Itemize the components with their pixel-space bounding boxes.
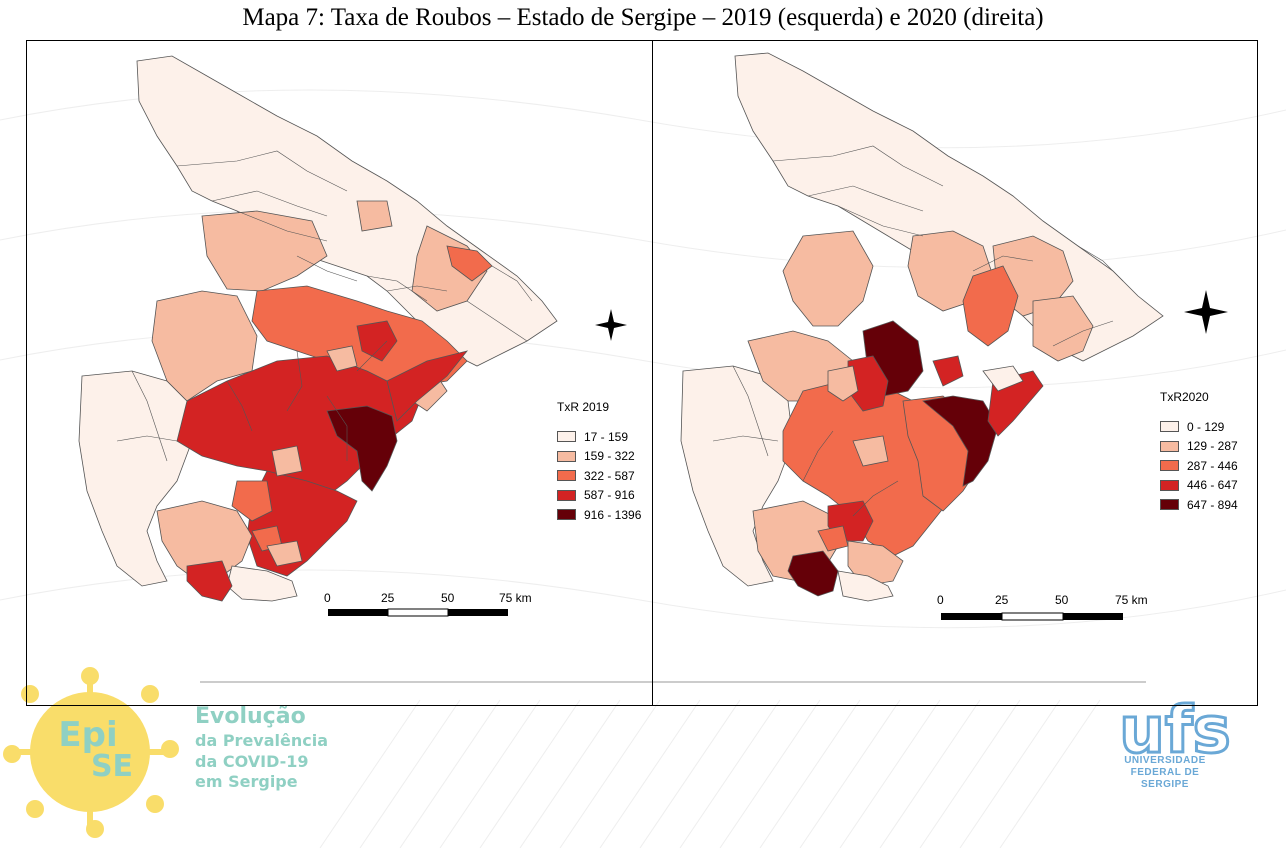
- legend-label: 916 - 1396: [584, 507, 642, 522]
- scale-bar: [328, 608, 508, 617]
- legend-swatch: [1160, 499, 1179, 511]
- map-sergipe-2019: [78, 55, 627, 617]
- scale-bar: [941, 612, 1123, 621]
- region-small-orange: [326, 345, 358, 372]
- legend-label: 647 - 894: [1187, 497, 1238, 512]
- episse-logo-mark: Epi SE: [3, 667, 179, 838]
- legend-title: TxR 2019: [557, 400, 610, 414]
- legend-item: 916 - 1396: [557, 505, 641, 525]
- region-north: [734, 52, 1164, 362]
- region-south-dark: [787, 550, 839, 597]
- legend-title: TxR2020: [1160, 390, 1209, 404]
- legend-swatch: [557, 431, 576, 443]
- episse-mark-line1: Epi: [58, 715, 117, 755]
- legend-item: 587 - 916: [557, 486, 641, 506]
- region-south-red2: [186, 560, 233, 602]
- scale-label-75: 75 km: [1115, 593, 1148, 607]
- scale-label-75: 75 km: [499, 591, 532, 605]
- region-ne-red: [962, 265, 1019, 347]
- scale-label-25: 25: [381, 591, 395, 605]
- legend-item: 0 - 129: [1160, 417, 1238, 437]
- scale-label-25: 25: [995, 593, 1009, 607]
- legend-label: 17 - 159: [584, 429, 629, 444]
- episse-text-line3: da COVID-19: [195, 752, 309, 771]
- region-coast-light: [982, 365, 1024, 392]
- ufs-text-line2: FEDERAL DE: [1130, 767, 1200, 778]
- legend-item: 647 - 894: [1160, 495, 1238, 515]
- legend-label: 159 - 322: [584, 449, 635, 464]
- region-light-center: [271, 445, 303, 477]
- legend-label: 287 - 446: [1187, 458, 1238, 473]
- region-central-red2: [356, 320, 398, 362]
- legend-item: 159 - 322: [557, 447, 641, 467]
- legend-swatch: [1160, 421, 1179, 433]
- region-coast-red: [386, 350, 469, 422]
- region-light-center: [852, 435, 889, 467]
- legend-swatch: [557, 470, 576, 482]
- episse-text-line2: da Prevalência: [195, 731, 329, 750]
- region-nw: [201, 210, 328, 292]
- region-south-orange4: [266, 540, 303, 567]
- region-ne-red: [446, 245, 493, 282]
- legend-2020: TxR2020 0 - 129 129 - 287 287 - 446 446 …: [1160, 390, 1238, 515]
- legend-label: 446 - 647: [1187, 478, 1238, 493]
- map-sergipe-2020: [680, 52, 1228, 621]
- region-ne-orange2: [356, 200, 393, 232]
- north-arrow-icon: [1184, 290, 1228, 334]
- page-title: Mapa 7: Taxa de Roubos – Estado de Sergi…: [242, 4, 1044, 31]
- map-panel-2020: 0 25 50 75 km TxR2020 0 - 129 129 - 287 …: [652, 40, 1258, 706]
- region-south-orange2: [231, 480, 273, 522]
- legend-label: 0 - 129: [1187, 419, 1225, 434]
- region-south-light: [837, 570, 894, 602]
- legend-swatch: [557, 450, 576, 462]
- legend-2019: TxR 2019 17 - 159 159 - 322 322 - 587 58…: [557, 400, 641, 525]
- ufs-text-line3: SERGIPE: [1141, 779, 1189, 790]
- scale-label-50: 50: [441, 591, 455, 605]
- episse-text-line1: Evolução: [195, 704, 306, 729]
- episse-text-line4: em Sergipe: [195, 772, 298, 791]
- legend-item: 17 - 159: [557, 427, 641, 447]
- region-red3: [932, 355, 964, 387]
- legend-label: 587 - 916: [584, 488, 635, 503]
- region-south-orange3: [817, 525, 849, 552]
- legend-swatch: [1160, 479, 1179, 491]
- legend-item: 287 - 446: [1160, 456, 1238, 476]
- legend-swatch: [1160, 460, 1179, 472]
- region-east-orange: [1032, 295, 1094, 362]
- legend-item: 446 - 647: [1160, 476, 1238, 496]
- region-red2: [827, 365, 859, 402]
- legend-swatch: [557, 509, 576, 521]
- ufs-text-line1: UNIVERSIDADE: [1124, 755, 1206, 766]
- legend-item: 322 - 587: [557, 466, 641, 486]
- scale-label-0: 0: [324, 591, 331, 605]
- map-panel-2019: 0 25 50 75 km TxR 2019 17 - 159 159 - 32…: [26, 40, 653, 706]
- legend-item: 129 - 287: [1160, 437, 1238, 457]
- scale-label-50: 50: [1055, 593, 1069, 607]
- legend-swatch: [557, 489, 576, 501]
- legend-label: 322 - 587: [584, 468, 635, 483]
- legend-swatch: [1160, 440, 1179, 452]
- scale-label-0: 0: [937, 593, 944, 607]
- legend-label: 129 - 287: [1187, 439, 1238, 454]
- episse-mark-line2: SE: [91, 749, 133, 784]
- region-nw-orange: [782, 230, 874, 327]
- north-arrow-icon: [595, 309, 627, 341]
- region-capital: [922, 395, 999, 487]
- region-west-orange: [151, 290, 258, 402]
